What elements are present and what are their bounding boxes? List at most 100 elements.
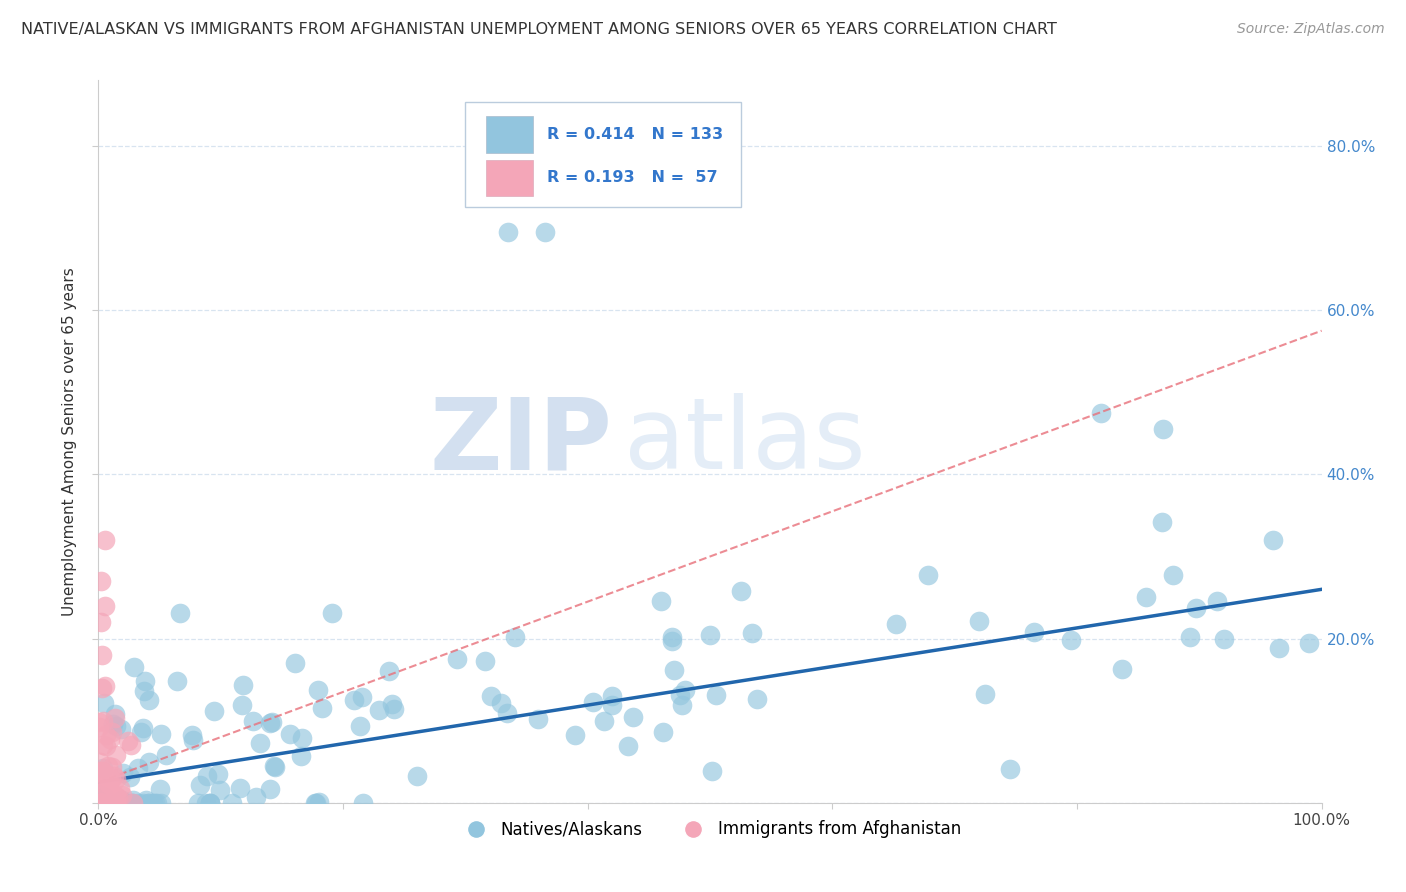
Point bbox=[93, 761, 115, 775]
Point bbox=[98, 777, 121, 791]
Point bbox=[115, 796, 138, 810]
Text: R = 0.414   N = 133: R = 0.414 N = 133 bbox=[547, 127, 724, 142]
Point bbox=[673, 683, 696, 698]
Point bbox=[1135, 590, 1157, 604]
Point bbox=[94, 796, 117, 810]
Point bbox=[671, 698, 693, 713]
Point bbox=[700, 764, 723, 779]
Point bbox=[1180, 630, 1202, 644]
Point bbox=[121, 792, 143, 806]
Point bbox=[94, 739, 117, 753]
Point bbox=[89, 755, 111, 769]
Point bbox=[94, 679, 117, 693]
Point bbox=[87, 796, 110, 810]
Point bbox=[90, 574, 112, 588]
Text: R = 0.193   N =  57: R = 0.193 N = 57 bbox=[547, 170, 718, 186]
Point bbox=[97, 776, 120, 790]
Point bbox=[146, 796, 169, 810]
Point bbox=[406, 769, 429, 783]
Point bbox=[188, 778, 211, 792]
Point bbox=[503, 630, 526, 644]
Point bbox=[101, 716, 124, 731]
Point bbox=[135, 793, 157, 807]
Point bbox=[132, 683, 155, 698]
Point bbox=[104, 789, 127, 803]
Point bbox=[290, 748, 312, 763]
Point bbox=[1298, 636, 1320, 650]
Point bbox=[1060, 632, 1083, 647]
Point bbox=[100, 760, 122, 774]
Point bbox=[149, 796, 172, 810]
Point bbox=[304, 796, 326, 810]
Point bbox=[526, 712, 548, 726]
Point bbox=[94, 728, 117, 742]
Point bbox=[117, 733, 139, 747]
Point bbox=[98, 732, 121, 747]
Point bbox=[699, 628, 721, 642]
Text: NATIVE/ALASKAN VS IMMIGRANTS FROM AFGHANISTAN UNEMPLOYMENT AMONG SENIORS OVER 65: NATIVE/ALASKAN VS IMMIGRANTS FROM AFGHAN… bbox=[21, 22, 1057, 37]
Point bbox=[103, 796, 125, 810]
Point bbox=[1161, 567, 1184, 582]
Point bbox=[661, 634, 683, 648]
Point bbox=[90, 767, 112, 781]
Point bbox=[352, 796, 374, 810]
Point bbox=[134, 674, 156, 689]
Point bbox=[91, 681, 114, 695]
Point bbox=[100, 772, 122, 787]
Point bbox=[381, 697, 404, 711]
Point bbox=[305, 796, 328, 810]
Point bbox=[104, 707, 127, 722]
Point bbox=[232, 678, 254, 692]
Point bbox=[87, 795, 110, 809]
Point bbox=[138, 693, 160, 707]
Point bbox=[103, 769, 125, 783]
FancyBboxPatch shape bbox=[486, 117, 533, 153]
Point bbox=[103, 796, 125, 810]
Legend: Natives/Alaskans, Immigrants from Afghanistan: Natives/Alaskans, Immigrants from Afghan… bbox=[453, 814, 967, 845]
Point bbox=[104, 747, 127, 762]
Point bbox=[884, 617, 907, 632]
Point bbox=[249, 736, 271, 750]
Point bbox=[650, 594, 672, 608]
Point bbox=[308, 795, 330, 809]
Point bbox=[150, 726, 173, 740]
Point bbox=[291, 731, 314, 745]
Point bbox=[89, 796, 111, 810]
Point bbox=[94, 778, 117, 792]
Point bbox=[107, 790, 129, 805]
Point bbox=[103, 789, 125, 804]
Point bbox=[259, 781, 281, 796]
Point bbox=[91, 739, 114, 753]
Point bbox=[112, 796, 135, 810]
Point bbox=[110, 780, 132, 795]
Point bbox=[349, 719, 371, 733]
Point bbox=[105, 719, 128, 733]
Point bbox=[131, 721, 153, 735]
Point bbox=[100, 796, 122, 810]
Point bbox=[89, 796, 111, 810]
Point bbox=[187, 796, 209, 810]
Point bbox=[1205, 593, 1227, 607]
Point bbox=[967, 614, 990, 628]
Text: ZIP: ZIP bbox=[429, 393, 612, 490]
Point bbox=[100, 796, 122, 810]
Point bbox=[89, 789, 111, 803]
Point bbox=[93, 599, 115, 613]
Point bbox=[91, 765, 114, 780]
Point bbox=[668, 689, 690, 703]
Point bbox=[89, 796, 111, 810]
Point bbox=[998, 762, 1021, 776]
Y-axis label: Unemployment Among Seniors over 65 years: Unemployment Among Seniors over 65 years bbox=[62, 268, 77, 615]
Point bbox=[97, 796, 120, 810]
Point bbox=[149, 781, 172, 796]
Point bbox=[97, 758, 120, 772]
Point bbox=[242, 714, 264, 728]
Point bbox=[489, 696, 512, 710]
Point bbox=[198, 796, 221, 810]
Point bbox=[120, 738, 142, 752]
Point bbox=[93, 533, 115, 547]
Point bbox=[617, 739, 640, 753]
Point bbox=[621, 709, 644, 723]
Point bbox=[741, 626, 763, 640]
Text: atlas: atlas bbox=[624, 393, 866, 490]
